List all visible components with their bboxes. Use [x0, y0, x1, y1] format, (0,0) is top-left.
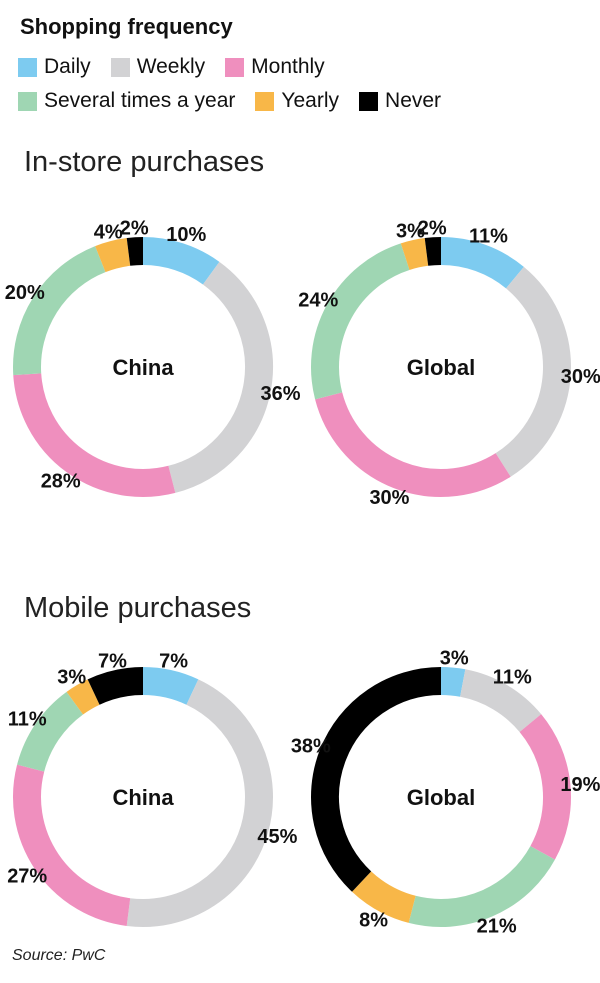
legend-label-yearly: Yearly [281, 89, 340, 112]
legend-swatch-never [359, 91, 379, 111]
slice-1-weekly [495, 266, 571, 477]
slice-label-1-monthly: 30% [369, 487, 409, 509]
legend-title: Shopping frequency [20, 14, 233, 39]
section-title-instore: In-store purchases [24, 146, 265, 178]
slice-2-weekly [126, 679, 273, 927]
donut-2: 7% 45% 27% 11% 3% 7% China [7, 650, 298, 927]
slice-0-weekly [168, 261, 273, 493]
legend-label-never: Never [385, 89, 442, 112]
slice-label-0-never: 2% [120, 217, 149, 239]
slice-1-yearly [400, 238, 429, 271]
slice-label-3-yearly: 8% [359, 910, 388, 932]
legend-item-monthly: Monthly [225, 55, 325, 79]
slice-label-0-monthly: 28% [41, 470, 81, 492]
slice-label-2-weekly: 45% [257, 826, 297, 848]
slice-2-daily [142, 667, 199, 705]
slice-label-1-yearly: 3% [396, 220, 425, 242]
legend-item-never: Never [359, 89, 441, 113]
slice-2-several-times-a-year [17, 691, 84, 773]
slice-3-several-times-a-year [408, 845, 555, 927]
slice-label-2-several-times-a-year: 11% [8, 708, 47, 730]
slice-label-3-monthly: 19% [560, 774, 600, 796]
legend: Daily Weekly Monthly Several times a yea… [18, 50, 578, 118]
legend-swatch-several [18, 91, 37, 111]
slice-2-never [87, 667, 144, 705]
slice-2-monthly [13, 764, 131, 926]
slice-3-never [311, 667, 442, 892]
legend-label-daily: Daily [44, 55, 91, 78]
slice-3-weekly [459, 669, 542, 733]
slice-label-3-never: 38% [291, 735, 331, 757]
slice-0-never [126, 237, 144, 266]
donut-3: 3% 11% 19% 21% 8% 38% Global [291, 648, 600, 938]
legend-item-daily: Daily [18, 55, 91, 79]
slice-3-monthly [519, 714, 571, 860]
slice-label-3-several-times-a-year: 21% [477, 915, 517, 937]
slice-label-0-yearly: 4% [94, 221, 123, 243]
section-title-mobile: Mobile purchases [24, 592, 252, 624]
slice-0-yearly [95, 238, 131, 273]
legend-item-yearly: Yearly [255, 89, 339, 113]
slice-label-1-several-times-a-year: 24% [298, 290, 338, 312]
legend-swatch-yearly [255, 91, 275, 111]
slice-label-2-yearly: 3% [57, 666, 86, 688]
slice-1-monthly [315, 392, 511, 497]
slice-label-1-never: 2% [418, 217, 447, 239]
legend-row-1: Daily Weekly Monthly [18, 50, 578, 84]
center-label-2: China [112, 785, 174, 810]
slice-1-several-times-a-year [311, 243, 410, 400]
slice-label-2-monthly: 27% [7, 866, 47, 888]
slice-label-3-daily: 3% [440, 648, 469, 670]
slice-1-daily [440, 237, 524, 289]
slice-label-0-several-times-a-year: 20% [5, 282, 45, 304]
source-note: Source: PwC [12, 947, 106, 964]
legend-label-several: Several times a year [44, 89, 236, 112]
legend-item-weekly: Weekly [110, 55, 206, 79]
slice-label-0-weekly: 36% [261, 383, 301, 405]
slice-3-daily [440, 667, 466, 697]
legend-swatch-monthly [225, 57, 245, 77]
slice-0-several-times-a-year [13, 246, 106, 376]
slice-0-daily [142, 237, 220, 285]
legend-swatch-daily [18, 57, 37, 77]
slice-1-never [424, 237, 442, 266]
slice-label-2-daily: 7% [159, 650, 188, 672]
legend-label-weekly: Weekly [136, 55, 206, 78]
legend-label-monthly: Monthly [251, 55, 325, 78]
slice-3-yearly [352, 871, 417, 923]
slice-label-0-daily: 10% [166, 224, 206, 246]
slice-label-1-weekly: 30% [561, 366, 600, 388]
slice-2-yearly [66, 679, 100, 715]
slice-0-monthly [13, 373, 176, 497]
slice-label-1-daily: 11% [469, 225, 508, 247]
slice-label-2-never: 7% [98, 650, 127, 672]
center-label-3: Global [407, 785, 475, 810]
legend-swatch-weekly [110, 57, 130, 77]
slice-label-3-weekly: 11% [493, 666, 532, 688]
donut-1: 11% 30% 30% 24% 3%2% Global [298, 217, 600, 509]
center-label-1: Global [407, 355, 475, 380]
legend-item-several: Several times a year [18, 89, 235, 113]
donut-0: 10% 36% 28% 20% 4%2% China [5, 217, 301, 497]
center-label-0: China [112, 355, 174, 380]
legend-row-2: Several times a year Yearly Never [18, 84, 578, 118]
